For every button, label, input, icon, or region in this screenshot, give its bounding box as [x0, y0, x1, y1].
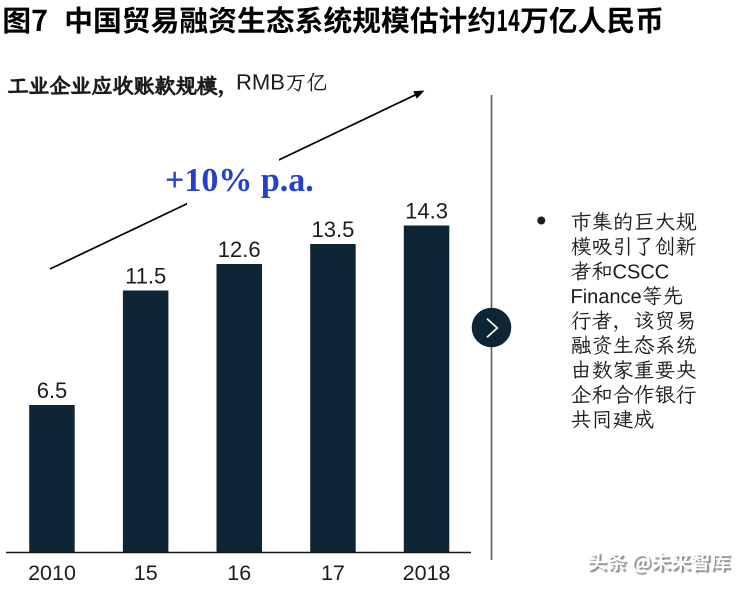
svg-text:2010: 2010 [28, 561, 76, 585]
svg-text:13.5: 13.5 [311, 217, 354, 242]
svg-text:14.3: 14.3 [405, 199, 448, 224]
svg-text:12.6: 12.6 [218, 237, 261, 262]
svg-text:+10% p.a.: +10% p.a. [165, 162, 314, 199]
svg-text:16: 16 [227, 561, 251, 585]
svg-text:6.5: 6.5 [37, 378, 68, 403]
svg-text:11.5: 11.5 [125, 264, 166, 289]
svg-text:17: 17 [321, 561, 345, 585]
svg-text:2018: 2018 [403, 561, 451, 585]
svg-text:15: 15 [134, 561, 158, 585]
